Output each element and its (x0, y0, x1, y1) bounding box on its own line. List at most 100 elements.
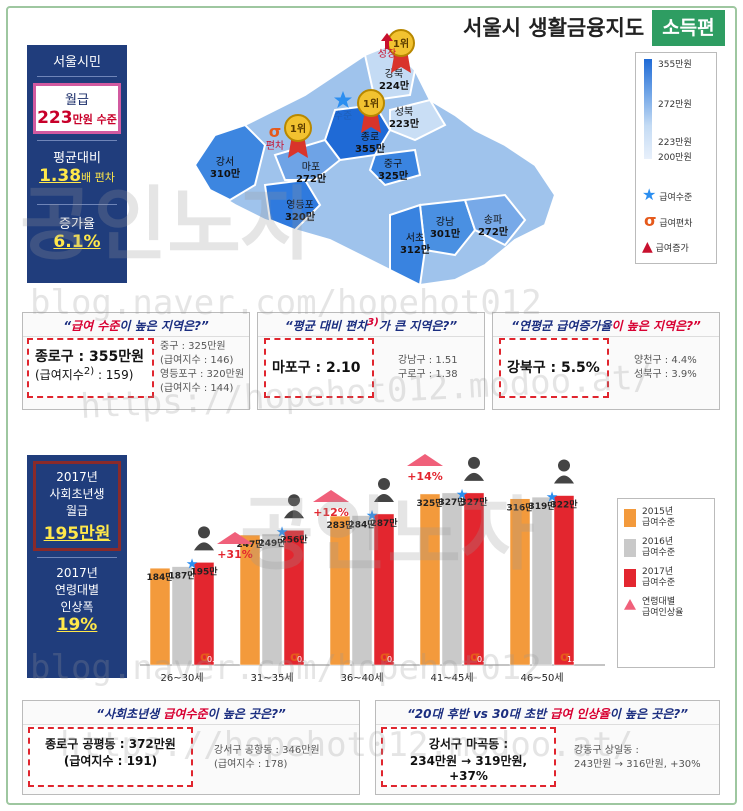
newhire-panel: 2017년 사회초년생 월급 195만원 2017년 연령대별 인상폭 19% (27, 455, 127, 678)
outer-frame (6, 6, 737, 805)
chart-legend-item: 2015년 급여수준 (624, 507, 708, 529)
newhire-box: 2017년 사회초년생 월급 195만원 (33, 461, 121, 551)
red-up-arrow-icon: ▲ (642, 239, 653, 255)
bar-3 (193, 562, 215, 666)
card-level-side: 중구 : 325만원 (급여지수 : 146) 영등포구 : 320만원 (급여지수 … (160, 341, 245, 394)
legend-swatch (624, 569, 636, 587)
sigma-icon: σ (644, 211, 657, 230)
bottom-card-newhire-answer: 종로구 공평동 : 372만원 (급여지수 : 191) (28, 727, 193, 787)
red-up-arrow-icon (381, 33, 393, 49)
badge-deviation: 편차 (266, 140, 284, 152)
district-name: 서초 (406, 232, 424, 244)
raise-label: +12% (313, 506, 349, 519)
deviation-value: 1.38 (39, 166, 82, 186)
person-icon (288, 494, 300, 507)
raise-label-2: 인상폭 (60, 600, 94, 614)
raise-marker (217, 532, 253, 544)
card-growth-answer: 강북구 : 5.5% (499, 338, 609, 398)
answer-index: (급여지수 : 191) (63, 754, 158, 768)
newhire-salary: 195만원 (43, 524, 111, 544)
chart-legend-item: 2017년 급여수준 (624, 567, 708, 589)
raise-label: 연령대별 (54, 583, 100, 597)
medal-growth: 1위 성장 (378, 29, 415, 73)
map-region-songpa (463, 193, 527, 247)
bar-value-label: 284만 (348, 519, 376, 531)
deviation-label: 1.3배 (567, 655, 587, 664)
category-label: 36~40세 (340, 672, 383, 684)
district-value: 223만 (389, 117, 420, 130)
person-body (284, 510, 304, 519)
district-value: 310만 (210, 167, 241, 180)
raise-marker (313, 490, 349, 502)
salary-bar-chart: 184만187만195만26~30세σ0.7배★247만249만256만31~3… (140, 454, 605, 684)
bar-1 (239, 534, 261, 666)
bar-1 (329, 515, 351, 666)
gold-medal-icon (284, 114, 312, 142)
card-deviation-answer: 마포구 : 2.10 (264, 338, 374, 398)
bar-value-label: 283만 (326, 519, 354, 531)
bar-3 (373, 513, 395, 666)
monthly-box: 월급 223만원 수준 (33, 83, 121, 134)
newhire-salary-label: 월급 (65, 504, 89, 518)
district-name: 마포 (302, 161, 320, 173)
bar-value-label: 327만 (460, 496, 488, 508)
raise-value: 19% (56, 615, 98, 635)
district-value: 224만 (379, 79, 410, 92)
district-value: 355만 (355, 142, 386, 155)
person-body (464, 472, 484, 481)
district-value: 301만 (430, 227, 461, 240)
person-body (554, 475, 574, 484)
bar-3 (553, 495, 575, 666)
map-region-gangseo (193, 123, 267, 202)
deviation-label: 평균대비 (53, 151, 101, 166)
sigma-icon: σ (380, 650, 390, 665)
citizen-panel: 서울시민 월급 223만원 수준 평균대비 1.38배 편차 증가율 6.1% (27, 45, 127, 283)
monthly-label: 월급 (65, 93, 89, 108)
scale-label: 355만원 (658, 60, 692, 70)
map-legend: 355만원 272만원 223만원 200만원 ★ 급여수준 σ 급여편차 ▲ … (635, 52, 717, 264)
district-name: 강서 (216, 156, 234, 168)
district-name: 영등포 (286, 199, 314, 211)
blue-star-icon: ★ (456, 487, 469, 503)
blue-star-icon: ★ (186, 556, 199, 572)
bar-value-label: 319만 (528, 500, 556, 512)
badge-level: 수준 (334, 110, 352, 122)
medal-label: 1위 (363, 97, 379, 110)
chart-legend-item: 2016년 급여수준 (624, 537, 708, 559)
legend-item-deviation: σ 급여편차 (644, 211, 692, 230)
raise-marker (407, 454, 443, 466)
medal-deviation: 1위 σ 편차 (266, 114, 312, 158)
bar-value-label: 256만 (280, 533, 308, 545)
person-icon (378, 477, 390, 490)
monthly-value: 223 (37, 108, 73, 128)
legend-label: 급여증가 (655, 244, 689, 254)
bar-value-label: 184만 (146, 571, 174, 583)
badge-growth: 성장 (378, 48, 396, 60)
card-question: “급여 수준이 높은 지역은?” (23, 313, 249, 337)
raise-label: +31% (217, 548, 253, 561)
page-subtitle: 소득편 (652, 10, 725, 46)
map-region-junggu (368, 148, 422, 187)
district-value: 325만 (378, 169, 409, 182)
blue-star-icon: ★ (546, 490, 559, 506)
person-icon (198, 526, 210, 539)
bar-value-label: 287만 (370, 517, 398, 529)
gold-medal-icon (357, 89, 385, 117)
map-region-mapo (273, 138, 342, 181)
divider (37, 557, 117, 558)
answer-main: 종로구 : 355만원 (35, 349, 144, 365)
chart-legend: 2015년 급여수준 2016년 급여수준 2017년 급여수준 연령대별 급여인상율 (617, 498, 715, 668)
scale-label: 200만원 (658, 153, 692, 163)
legend-swatch (624, 509, 636, 527)
divider (37, 204, 117, 205)
medal-label: 1위 (393, 37, 409, 50)
category-label: 41~45세 (430, 672, 473, 684)
deviation-label: 0.8배 (387, 655, 407, 664)
bar-2 (261, 533, 283, 666)
answer-main: 강북구 : 5.5% (507, 360, 600, 376)
raise-year: 2017년 (56, 566, 98, 580)
bar-3 (283, 530, 305, 666)
answer-main: 마포구 : 2.10 (272, 360, 361, 376)
answer-main: 종로구 공평동 : 372만원 (45, 737, 176, 751)
bar-value-label: 322만 (550, 499, 578, 511)
